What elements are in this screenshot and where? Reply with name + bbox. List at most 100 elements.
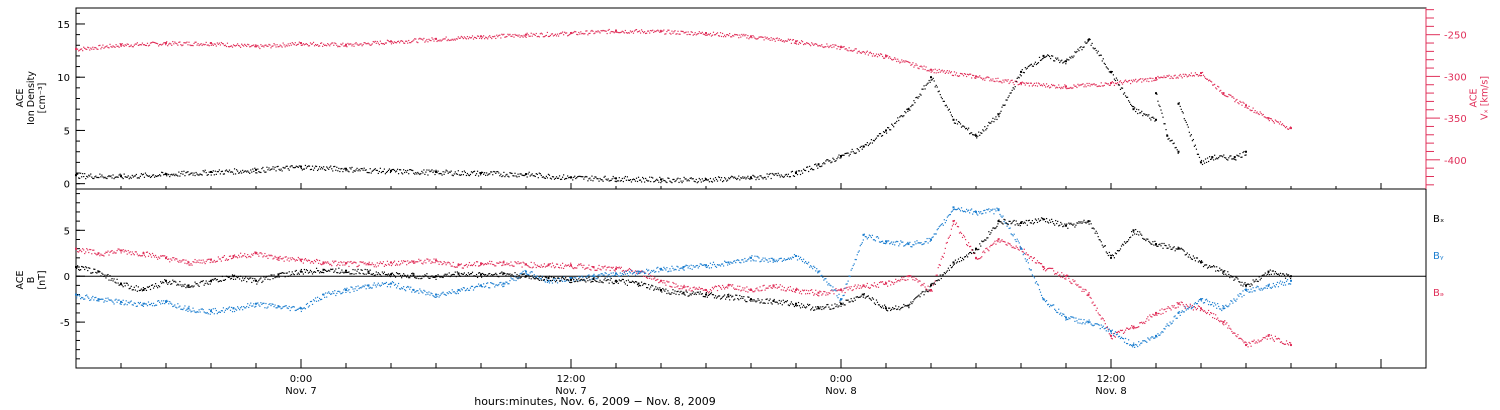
velocity-series-sample bbox=[77, 48, 79, 50]
velocity-series-sample bbox=[345, 45, 347, 47]
bz-series-sample bbox=[938, 264, 940, 266]
bz-series-sample bbox=[269, 255, 271, 257]
velocity-series-sample bbox=[695, 34, 697, 36]
bz-series-sample bbox=[552, 265, 555, 267]
density-series-sample bbox=[219, 173, 221, 175]
velocity-series-sample bbox=[898, 60, 900, 62]
bz-series-sample bbox=[86, 248, 88, 250]
by-series-sample bbox=[323, 293, 325, 296]
bz-series-sample bbox=[337, 263, 339, 266]
density-series-sample bbox=[490, 171, 492, 173]
by-series-sample bbox=[337, 290, 339, 293]
by-series-sample bbox=[796, 259, 799, 261]
velocity-series-sample bbox=[502, 34, 504, 36]
bz-series-sample bbox=[234, 256, 237, 258]
by-series-sample bbox=[303, 307, 306, 309]
velocity-series-sample bbox=[634, 29, 637, 31]
velocity-series-sample bbox=[470, 37, 473, 39]
velocity-series-sample bbox=[1083, 86, 1085, 88]
velocity-series-sample bbox=[264, 44, 266, 46]
velocity-series-sample bbox=[211, 43, 213, 45]
velocity-series-sample bbox=[415, 38, 417, 40]
by-series-sample bbox=[673, 269, 675, 271]
velocity-series-sample bbox=[1226, 95, 1228, 98]
by-series-sample bbox=[1073, 317, 1075, 319]
by-series-sample bbox=[408, 286, 410, 288]
by-series-sample bbox=[777, 259, 779, 261]
by-series-sample bbox=[953, 208, 956, 210]
velocity-series-sample bbox=[484, 38, 486, 40]
velocity-series-sample bbox=[365, 43, 367, 45]
bz-series-sample bbox=[886, 282, 888, 284]
bz-series-sample bbox=[389, 261, 392, 264]
bz-series-sample bbox=[436, 260, 438, 262]
density-series-sample bbox=[96, 176, 98, 179]
velocity-series-sample bbox=[422, 39, 424, 41]
bz-series-sample bbox=[766, 287, 768, 289]
velocity-series-sample bbox=[848, 47, 850, 49]
velocity-series-sample bbox=[300, 44, 302, 46]
density-series-sample bbox=[649, 176, 651, 178]
density-series-sample bbox=[801, 172, 804, 174]
velocity-series-sample bbox=[442, 38, 444, 40]
density-series-sample bbox=[932, 77, 934, 79]
density-series-sample bbox=[1202, 160, 1205, 162]
by-series-sample bbox=[1009, 227, 1011, 229]
density-series-sample bbox=[377, 172, 379, 175]
density-series-sample bbox=[482, 171, 484, 174]
by-series-sample bbox=[818, 270, 820, 273]
bz-series-sample bbox=[276, 258, 278, 260]
by-series-sample bbox=[450, 292, 452, 295]
density-series-sample bbox=[484, 172, 486, 174]
by-series-sample bbox=[422, 292, 424, 294]
by-series-sample bbox=[496, 284, 498, 286]
by-series-sample bbox=[500, 281, 502, 284]
density-series-sample bbox=[1130, 103, 1132, 105]
by-series-sample bbox=[275, 307, 277, 309]
velocity-series-sample bbox=[660, 29, 662, 31]
by-series-sample bbox=[1186, 308, 1188, 310]
bz-series-sample bbox=[505, 263, 507, 266]
velocity-series-sample bbox=[801, 41, 804, 43]
by-series-sample bbox=[106, 300, 108, 302]
velocity-series-sample bbox=[1276, 121, 1279, 123]
velocity-series-sample bbox=[980, 77, 982, 79]
velocity-series-sample bbox=[846, 49, 848, 51]
bz-series-sample bbox=[956, 225, 959, 228]
density-series-sample bbox=[956, 123, 959, 125]
velocity-series-sample bbox=[590, 30, 592, 32]
bz-series-sample bbox=[1172, 306, 1174, 308]
by-series-sample bbox=[578, 275, 580, 278]
bz-series-sample bbox=[287, 257, 289, 259]
density-series-sample bbox=[584, 176, 586, 178]
velocity-series-sample bbox=[912, 62, 914, 64]
velocity-series-sample bbox=[839, 48, 841, 51]
bz-series-sample bbox=[214, 261, 216, 263]
bz-series-sample bbox=[245, 255, 247, 258]
density-series-sample bbox=[146, 175, 149, 177]
velocity-series-sample bbox=[1106, 83, 1108, 85]
velocity-series-sample bbox=[833, 46, 835, 48]
by-series-sample bbox=[1196, 302, 1199, 305]
density-series-sample bbox=[869, 142, 871, 144]
density-series-sample bbox=[301, 169, 303, 171]
velocity-series-sample bbox=[594, 32, 596, 34]
density-series-sample bbox=[295, 165, 297, 167]
bz-series-sample bbox=[1211, 312, 1213, 314]
bz-series-sample bbox=[582, 266, 584, 269]
by-series-sample bbox=[107, 297, 109, 299]
density-series-sample bbox=[395, 170, 398, 172]
bz-series-sample bbox=[998, 238, 1000, 240]
by-series-sample bbox=[855, 258, 857, 261]
bz-series-sample bbox=[550, 266, 553, 268]
by-series-sample bbox=[148, 303, 151, 306]
density-series-sample bbox=[1178, 102, 1180, 104]
by-series-sample bbox=[780, 257, 782, 259]
bz-series-sample bbox=[88, 251, 90, 254]
density-series-sample bbox=[632, 178, 635, 180]
density-series-sample bbox=[138, 177, 140, 179]
by-series-sample bbox=[826, 281, 828, 283]
density-series-sample bbox=[663, 179, 665, 182]
by-series-sample bbox=[692, 265, 694, 267]
by-series-sample bbox=[922, 243, 924, 245]
